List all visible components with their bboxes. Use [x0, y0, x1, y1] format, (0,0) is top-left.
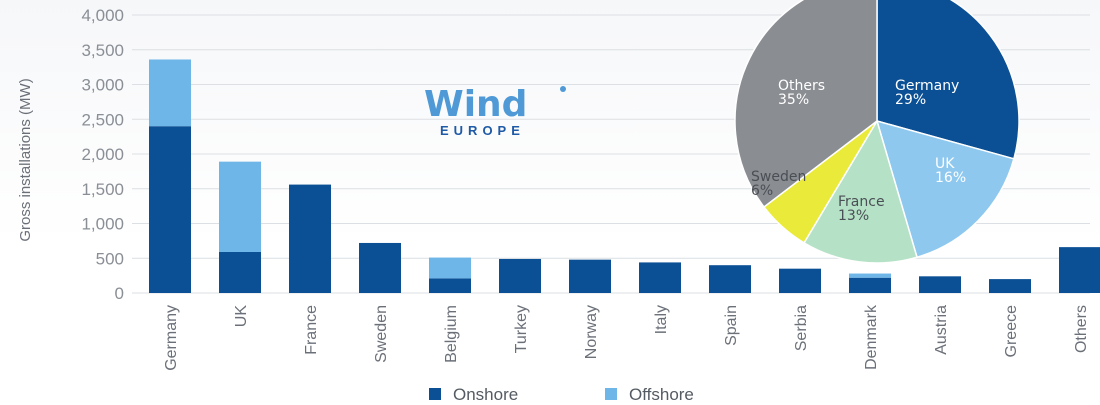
x-tick-label: Germany — [163, 305, 180, 371]
bar-offshore — [429, 257, 471, 279]
logo-dot-icon — [560, 86, 566, 92]
bar-onshore — [989, 279, 1031, 293]
x-tick-label: Belgium — [443, 305, 460, 363]
pie-value-germany: 29% — [895, 92, 926, 108]
legend-swatch-offshore — [605, 388, 617, 400]
y-tick-label: 2,500 — [81, 110, 124, 129]
x-tick-label: Italy — [653, 305, 670, 334]
bar-offshore — [849, 273, 891, 278]
x-tick-label: Serbia — [793, 305, 810, 351]
pie-slice-france — [803, 119, 918, 264]
pie-value-others: 35% — [778, 92, 809, 108]
logo-wordmark: Wind — [424, 84, 527, 125]
bar-onshore — [219, 251, 261, 293]
pie-value-france: 13% — [838, 208, 869, 224]
bar-onshore — [289, 184, 331, 293]
bar-onshore — [149, 126, 191, 293]
bar-onshore — [1059, 247, 1100, 293]
bar-onshore — [499, 258, 541, 293]
legend-label-offshore: Offshore — [629, 385, 694, 404]
y-axis-title: Gross installations (MW) — [17, 78, 34, 241]
bars — [149, 59, 1100, 293]
y-tick-label: 500 — [96, 249, 124, 268]
bar-onshore — [779, 268, 821, 293]
y-tick-label: 3,500 — [81, 41, 124, 60]
legend-swatch-onshore — [429, 388, 441, 400]
pie-label-germany: Germany — [895, 78, 959, 94]
bar-onshore — [919, 276, 961, 293]
bar-onshore — [639, 262, 681, 293]
y-tick-label: 2,000 — [81, 145, 124, 164]
y-tick-label: 0 — [115, 284, 124, 303]
legend-label-onshore: Onshore — [453, 385, 518, 404]
x-axis-ticks: Germany UK France Sweden Belgium Turkey Norway… — [163, 304, 1090, 371]
bar-offshore — [149, 59, 191, 127]
pie-label-france: France — [838, 194, 885, 210]
bar-onshore — [429, 278, 471, 293]
pie-slice-uk — [875, 119, 1015, 259]
bar-onshore — [359, 242, 401, 293]
pie-label-sweden: Sweden — [751, 169, 806, 185]
pie-value-sweden: 6% — [751, 183, 773, 199]
x-tick-label: Others — [1073, 305, 1090, 353]
y-tick-label: 1,000 — [81, 215, 124, 234]
x-tick-label: Turkey — [513, 305, 530, 353]
bar-onshore — [709, 265, 751, 293]
windeurope-logo: Wind EUROPE — [424, 84, 566, 138]
pie-slice-germany — [876, 0, 1020, 160]
x-tick-label: Austria — [933, 305, 950, 355]
legend: Onshore Offshore — [429, 385, 694, 404]
pie-value-uk: 16% — [935, 170, 966, 186]
x-tick-label: Norway — [583, 305, 600, 359]
pie-label-uk: UK — [935, 156, 955, 172]
x-tick-label: Sweden — [373, 305, 390, 363]
logo-subtitle: EUROPE — [440, 123, 525, 138]
pie-slice-others — [734, 0, 878, 209]
y-axis-ticks: 0 500 1,000 1,500 2,000 2,500 3,000 3,500 4,000 — [81, 6, 124, 303]
y-tick-label: 4,000 — [81, 6, 124, 25]
y-tick-label: 1,500 — [81, 180, 124, 199]
pie-label-others: Others — [778, 78, 825, 94]
bar-onshore — [569, 259, 611, 293]
x-tick-label: Denmark — [863, 304, 880, 370]
y-tick-label: 3,000 — [81, 76, 124, 95]
x-tick-label: UK — [233, 305, 250, 328]
x-tick-label: France — [303, 305, 320, 355]
x-tick-label: Greece — [1003, 305, 1020, 358]
bar-onshore — [849, 277, 891, 293]
x-tick-label: Spain — [723, 305, 740, 346]
bar-offshore — [219, 161, 261, 252]
